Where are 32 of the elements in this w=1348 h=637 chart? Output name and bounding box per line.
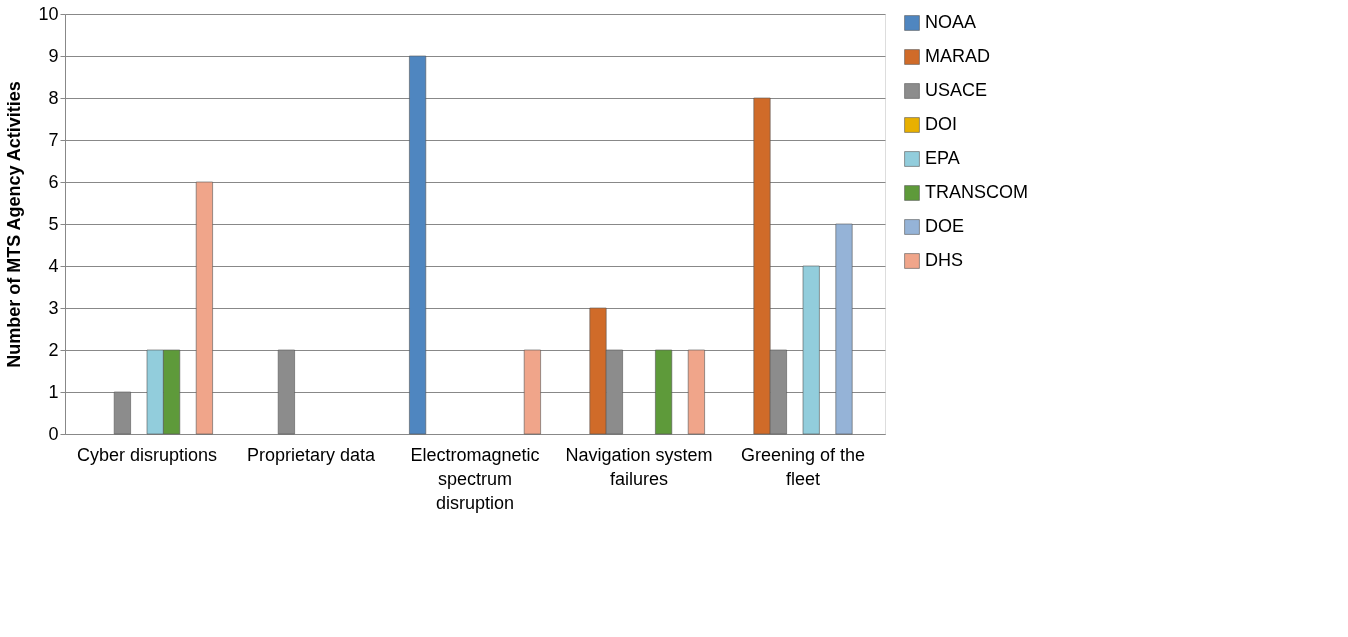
- bar: [523, 349, 541, 435]
- x-tick-label: Proprietary data: [246, 444, 377, 465]
- y-tick-label: 5: [48, 213, 59, 234]
- legend-label: DOI: [925, 114, 958, 134]
- legend-label: TRANSCOM: [925, 182, 1028, 202]
- legend-label: DHS: [925, 250, 964, 270]
- x-tick-label: Electromagnetic spectrum disruption: [410, 444, 540, 513]
- legend-label: EPA: [925, 148, 960, 168]
- y-tick-label: 1: [48, 381, 59, 402]
- y-tick-label: 8: [48, 87, 59, 108]
- x-tick-label: Greening of the fleet: [740, 444, 866, 489]
- y-axis-title: Number of MTS Agency Activities: [4, 81, 25, 368]
- legend-label: USACE: [925, 80, 988, 100]
- bar: [835, 223, 853, 435]
- y-tick-label: 4: [48, 255, 59, 276]
- legend-label: NOAA: [925, 12, 977, 32]
- bar: [655, 349, 673, 435]
- y-tick-label: 0: [48, 423, 59, 444]
- y-tick-label: 10: [38, 3, 59, 24]
- bar: [687, 349, 705, 435]
- y-tick-label: 7: [48, 129, 59, 150]
- y-tick-label: 2: [48, 339, 59, 360]
- y-tick-label: 9: [48, 45, 59, 66]
- bar: [409, 55, 427, 435]
- y-tick-label: 3: [48, 297, 59, 318]
- x-tick-label: Navigation system failures: [565, 444, 713, 489]
- bar: [195, 181, 213, 435]
- legend-label: DOE: [925, 216, 965, 236]
- legend-label: MARAD: [925, 46, 991, 66]
- x-tick-label: Cyber disruptions: [76, 444, 218, 465]
- bar: [802, 265, 820, 435]
- y-tick-label: 6: [48, 171, 59, 192]
